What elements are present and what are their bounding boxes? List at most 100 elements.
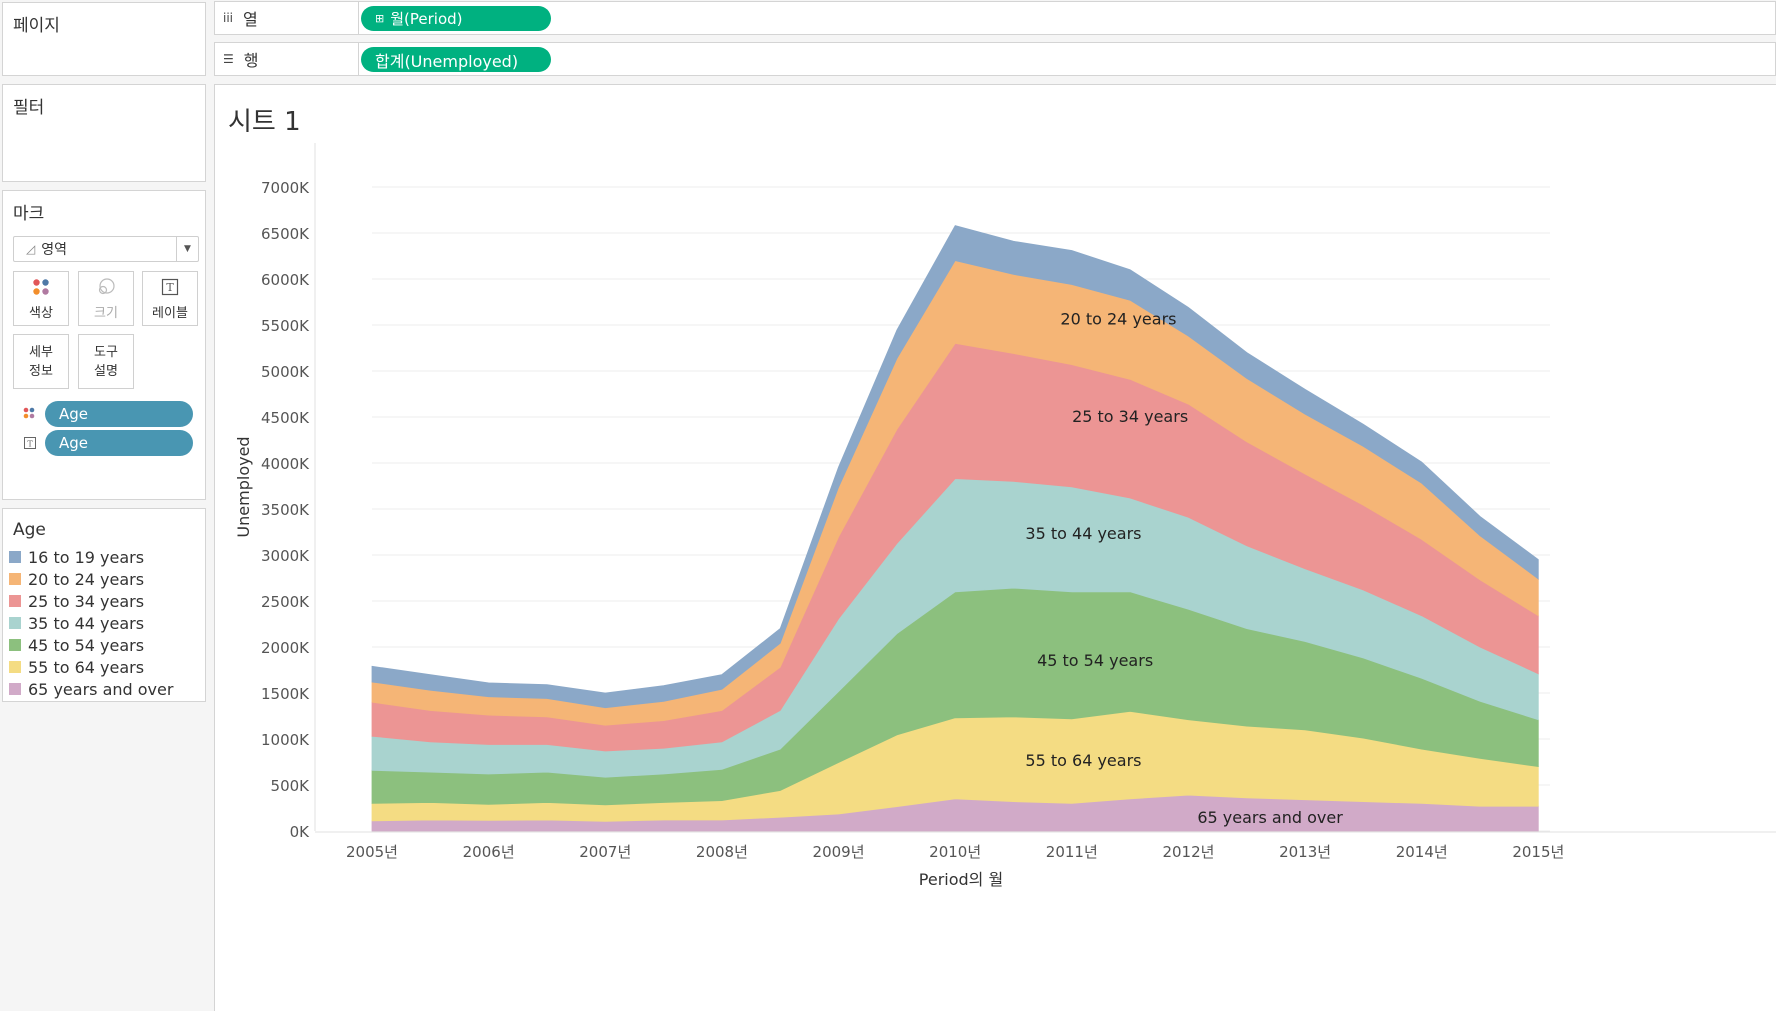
x-tick-label: 2015년: [1512, 843, 1564, 861]
legend-swatch: [9, 595, 21, 607]
x-tick-label: 2007년: [579, 843, 631, 861]
svg-text:T: T: [27, 440, 33, 449]
y-tick-label: 3000K: [261, 547, 310, 565]
columns-icon: iii: [223, 11, 234, 25]
legend-item[interactable]: 16 to 19 years: [9, 547, 144, 567]
tooltip-card-label-1: 도구: [94, 344, 118, 360]
legend-label: 35 to 44 years: [28, 613, 145, 633]
label-card[interactable]: T 레이블: [142, 271, 198, 326]
svg-text:T: T: [166, 281, 174, 294]
legend-title: Age: [13, 520, 46, 540]
chevron-down-icon[interactable]: ▼: [176, 237, 198, 261]
legend-swatch: [9, 661, 21, 673]
y-tick-label: 1500K: [261, 685, 310, 703]
detail-card-label-1: 세부: [29, 344, 53, 360]
size-circles-icon: [96, 276, 116, 298]
area-label: 45 to 54 years: [1037, 651, 1153, 670]
x-tick-label: 2011년: [1046, 843, 1098, 861]
y-tick-label: 7000K: [261, 179, 310, 197]
legend-swatch: [9, 551, 21, 563]
legend-label: 65 years and over: [28, 679, 174, 699]
legend-item[interactable]: 35 to 44 years: [9, 613, 144, 633]
legend-item[interactable]: 55 to 64 years: [9, 657, 144, 677]
worksheet-view[interactable]: 시트 1 0K 500K 1000K 1500K 2000K 2500K 3000K 3500…: [214, 84, 1776, 1011]
y-tick-label: 4500K: [261, 409, 310, 427]
filters-title: 필터: [13, 98, 45, 118]
x-tick-label: 2008년: [696, 843, 748, 861]
area-series[interactable]: [371, 225, 1539, 709]
rows-shelf[interactable]: ☰ 행 합계(Unemployed): [214, 42, 1776, 76]
area-label: 20 to 24 years: [1060, 310, 1176, 329]
color-legend[interactable]: Age 16 to 19 years 20 to 24 years 25 to …: [2, 508, 206, 702]
legend-label: 20 to 24 years: [28, 569, 145, 589]
legend-swatch: [9, 573, 21, 585]
x-tick-label: 2005년: [346, 843, 398, 861]
rows-icon: ☰: [223, 52, 234, 66]
marks-title: 마크: [13, 204, 45, 224]
legend-item[interactable]: 20 to 24 years: [9, 569, 144, 589]
y-tick-label: 500K: [271, 777, 311, 795]
area-label: 55 to 64 years: [1025, 751, 1141, 770]
color-dots-icon: [23, 407, 35, 419]
legend-label: 55 to 64 years: [28, 657, 145, 677]
age-label-pill[interactable]: Age: [45, 430, 193, 456]
size-card[interactable]: 크기: [78, 271, 134, 326]
columns-shelf-label: iii 열: [215, 2, 359, 34]
y-tick-label: 1000K: [261, 731, 310, 749]
pages-title: 페이지: [13, 16, 60, 36]
y-tick-label: 5500K: [261, 317, 310, 335]
expand-plus-icon: ⊞: [375, 12, 385, 25]
columns-label-text: 열: [243, 10, 258, 29]
y-tick-label: 0K: [290, 823, 311, 841]
y-tick-label: 4000K: [261, 455, 310, 473]
y-tick-label: 2500K: [261, 593, 310, 611]
sum-unemployed-pill[interactable]: 합계(Unemployed): [361, 47, 551, 72]
legend-swatch: [9, 683, 21, 695]
legend-label: 25 to 34 years: [28, 591, 145, 611]
x-tick-label: 2014년: [1396, 843, 1448, 861]
y-axis-title: Unemployed: [234, 436, 253, 537]
tooltip-card[interactable]: 도구 설명: [78, 334, 134, 389]
y-tick-label: 2000K: [261, 639, 310, 657]
x-tick-label: 2012년: [1162, 843, 1214, 861]
x-tick-label: 2006년: [463, 843, 515, 861]
period-month-pill-label: 월(Period): [390, 10, 463, 28]
x-tick-label: 2009년: [813, 843, 865, 861]
y-tick-label: 6000K: [261, 271, 310, 289]
text-label-icon: T: [161, 276, 179, 298]
sheet-title: 시트 1: [228, 107, 301, 137]
mark-type-value: 영역: [41, 242, 67, 258]
y-tick-label: 3500K: [261, 501, 310, 519]
area-label: 35 to 44 years: [1025, 524, 1141, 543]
detail-card-label-2: 정보: [29, 363, 53, 379]
y-tick-label: 6500K: [261, 225, 310, 243]
legend-item[interactable]: 65 years and over: [9, 679, 173, 699]
text-label-icon: T: [24, 437, 36, 449]
mark-type-dropdown[interactable]: ◿ 영역 ▼: [13, 236, 199, 262]
size-card-label: 크기: [94, 306, 118, 321]
x-axis-title: Period의 월: [919, 870, 1003, 889]
x-tick-label: 2010년: [929, 843, 981, 861]
color-dots-icon: [32, 276, 50, 298]
color-card-label: 색상: [29, 306, 53, 321]
filters-panel[interactable]: 필터: [2, 84, 206, 182]
marks-panel: 마크 ◿ 영역 ▼ 색상 크기 T: [2, 190, 206, 500]
period-month-pill[interactable]: ⊞ 월(Period): [361, 6, 551, 31]
age-color-pill[interactable]: Age: [45, 401, 193, 427]
legend-swatch: [9, 617, 21, 629]
color-card[interactable]: 색상: [13, 271, 69, 326]
legend-item[interactable]: 45 to 54 years: [9, 635, 144, 655]
rows-label-text: 행: [243, 51, 259, 70]
area-label: 25 to 34 years: [1072, 407, 1188, 426]
area-chart[interactable]: 0K 500K 1000K 1500K 2000K 2500K 3000K 3500K 4000…: [215, 85, 1776, 1011]
legend-label: 16 to 19 years: [28, 547, 145, 567]
pages-panel[interactable]: 페이지: [2, 2, 206, 76]
tooltip-card-label-2: 설명: [94, 363, 118, 379]
legend-item[interactable]: 25 to 34 years: [9, 591, 144, 611]
area-chart-icon: ◿: [26, 242, 36, 256]
x-tick-label: 2013년: [1279, 843, 1331, 861]
label-card-label: 레이블: [152, 306, 188, 321]
y-tick-label: 5000K: [261, 363, 310, 381]
detail-card[interactable]: 세부 정보: [13, 334, 69, 389]
columns-shelf[interactable]: iii 열 ⊞ 월(Period): [214, 1, 1776, 35]
